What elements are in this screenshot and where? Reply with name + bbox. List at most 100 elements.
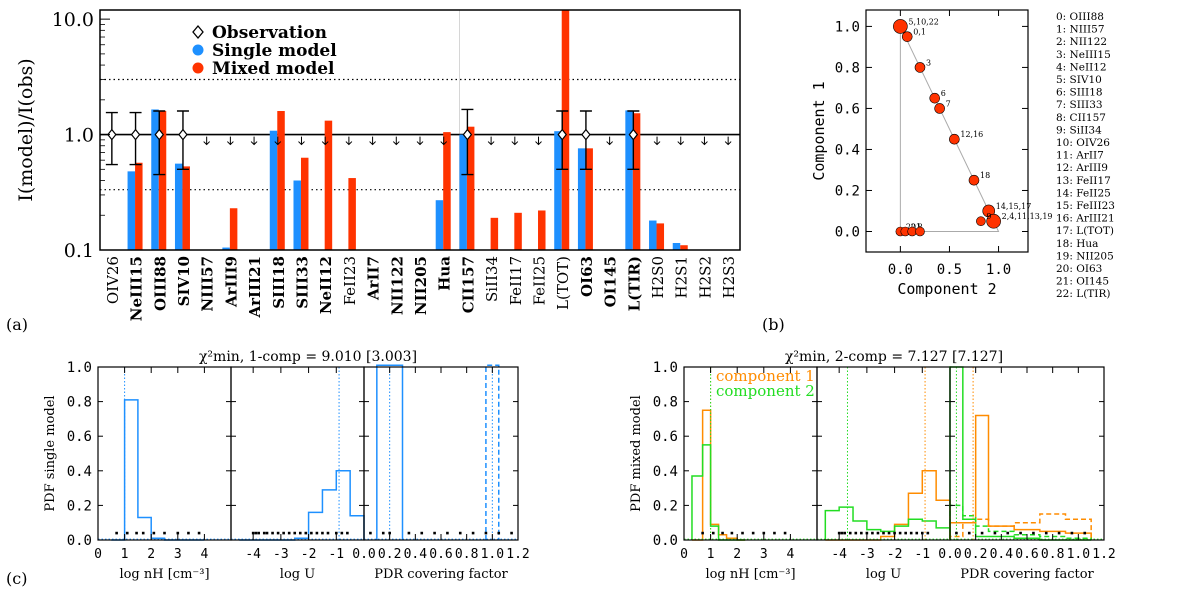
sample-dot (262, 531, 266, 535)
histogram-comp2-2 (949, 366, 1092, 541)
bar-mixed-FeII17 (514, 212, 522, 250)
category-label-NeII12: NeII12 (317, 256, 335, 314)
x-tick-label: 1.0 (481, 547, 504, 562)
legend-component-1: component 1 (716, 367, 815, 385)
legend-list-item-7: 7: SIII33 (1056, 99, 1103, 111)
sample-dot (1006, 531, 1010, 535)
sample-dot (251, 531, 255, 535)
histogram-comp2-0 (691, 444, 746, 541)
simplex-triangle (899, 26, 1000, 232)
x-tick-label: -4 (245, 547, 261, 562)
line-point-13 (915, 226, 925, 237)
legend-single-label: Single model (212, 41, 337, 61)
sample-dot (497, 531, 501, 535)
x-tick-label: 3 (760, 547, 768, 562)
bar-mixed-SIV10 (182, 166, 190, 250)
legend-list-item-22: 22: L(TIR) (1056, 288, 1110, 300)
category-label-NII122: NII122 (388, 256, 406, 315)
sample-dot (701, 531, 704, 535)
sample-dot (926, 531, 930, 535)
upper-limit-arrow-NeII12 (321, 136, 329, 146)
sample-dot (871, 531, 874, 535)
point-label-3: 6 (941, 89, 946, 98)
sample-dot (773, 531, 776, 535)
x-tick-label: 0.8 (1041, 547, 1064, 562)
sample-dot (340, 531, 344, 535)
sample-dot (909, 531, 913, 535)
sample-dot (955, 531, 958, 535)
x-tick-label: 0.6 (1015, 547, 1038, 562)
line-point-2 (914, 62, 926, 73)
bar-single-H2S0 (649, 220, 657, 250)
x-tick-label: 0.4 (404, 547, 428, 562)
x-tick-label: 0.4 (990, 547, 1014, 562)
sample-dot (762, 531, 766, 535)
upper-limit-arrow-Hua (440, 136, 448, 146)
x-axis-label: log nH [cm⁻³] (705, 567, 795, 582)
sample-dot (125, 531, 129, 535)
y-tick-label: 0.0 (653, 533, 678, 549)
sample-dot (1083, 531, 1087, 535)
y-tick-label: 0.6 (653, 429, 678, 445)
upper-limit-arrow-H2S0 (653, 136, 661, 146)
subplot-frame-1 (230, 366, 365, 541)
sample-dot (887, 531, 891, 535)
point-label-6: 18 (980, 171, 990, 180)
sample-dot (730, 531, 734, 535)
sample-dot (271, 531, 274, 535)
sample-dot (993, 531, 997, 535)
sample-dot (837, 531, 841, 535)
y-tick-label: 0.6 (835, 101, 860, 117)
legend-list-item-15: 15: FeIII23 (1056, 200, 1115, 212)
line-point-4 (934, 103, 945, 114)
legend-list-item-1: 1: NIII57 (1056, 24, 1105, 36)
y-tick-label: 10.0 (52, 9, 94, 31)
bar-mixed-FeII23 (348, 178, 356, 250)
y-axis-label: Component 1 (810, 81, 828, 180)
category-label-H2S2: H2S2 (696, 256, 714, 298)
upper-limit-arrow-ArII7 (369, 136, 376, 146)
x-tick-label: -3 (859, 547, 875, 562)
upper-limit-arrow-ArIII9 (227, 136, 234, 146)
x-tick-label: 2 (147, 547, 155, 562)
sample-dot (135, 531, 138, 535)
line-point-5 (949, 133, 960, 145)
point-label-8: 2,4,11,13,19 (1002, 212, 1053, 221)
category-label-Hua: Hua (436, 256, 454, 291)
point-label-4: 7 (946, 99, 951, 108)
bar-single-NeIII15 (127, 171, 136, 250)
legend-list-item-20: 20: OI63 (1056, 263, 1102, 275)
x-tick-label: -3 (273, 547, 289, 562)
line-point-6 (968, 174, 980, 186)
chart-title: χ²min, 1-comp = 9.010 [3.003] (199, 349, 417, 365)
x-axis-label: PDR covering factor (374, 567, 508, 582)
x-tick-label: 0.0 (888, 262, 913, 278)
sample-dot (471, 531, 475, 535)
legend-list-item-9: 9: SiII34 (1056, 124, 1102, 136)
x-tick-label: 1.0 (986, 262, 1011, 278)
category-label-ArIII21: ArIII21 (246, 256, 264, 318)
histogram-single-2 (376, 364, 404, 540)
panel-label-a: (a) (6, 315, 28, 334)
point-label-0: 5,10,22 (908, 17, 939, 26)
x-tick-label: -4 (831, 547, 847, 562)
sample-dot (721, 531, 724, 535)
point-label-2: 3 (926, 58, 931, 67)
line-point-1 (901, 31, 913, 42)
panel-a-bar-chart: 0.1 1.0 10.0 I(model)/I(obs) OIV26 NeIII15 OII… (15, 9, 741, 321)
x-tick-label: 0.8 (455, 547, 478, 562)
sample-dot (484, 531, 488, 535)
x-axis-label: log U (866, 567, 901, 582)
subplot-frame-1 (816, 366, 951, 541)
upper-limit-arrow-SIII33 (298, 136, 305, 146)
observation-errorbar-CII157 (461, 108, 474, 176)
histogram-comp1-1 (825, 470, 951, 541)
bar-mixed-H2S0 (656, 223, 665, 250)
x-tick-label: 0.6 (429, 547, 452, 562)
legend-single-marker (192, 44, 204, 56)
bar-single-SIV10 (174, 163, 183, 250)
histogram-comp2-1 (824, 506, 951, 540)
sample-dot (276, 531, 280, 535)
bar-mixed-NeII12 (324, 120, 333, 250)
x-tick-label: 0 (94, 547, 102, 562)
